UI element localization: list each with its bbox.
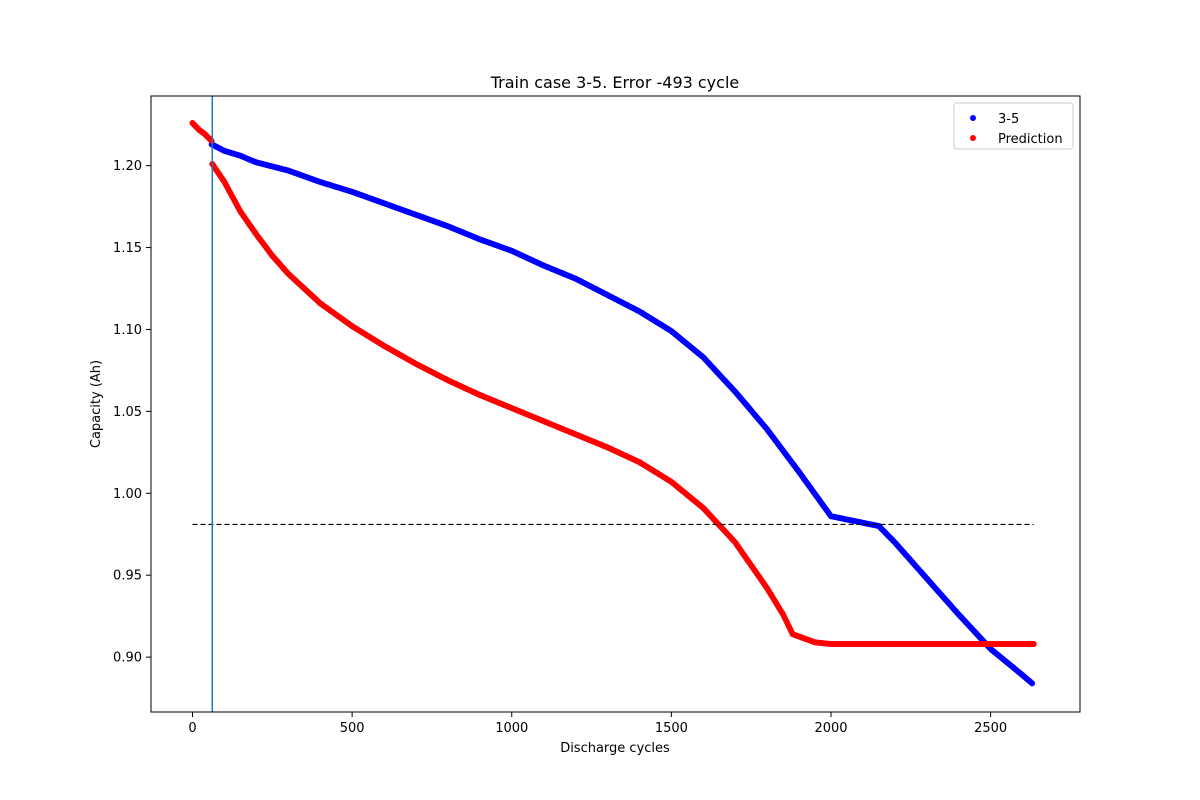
series-actual [208, 141, 1036, 687]
y-tick-label: 1.10 [113, 323, 142, 338]
plot-area: 0 500 1000 1500 2000 2500 0.90 0.95 1.00 1.05 1.10… [113, 95, 1081, 736]
series-prediction [189, 120, 1037, 648]
y-axis-label: Capacity (Ah) [89, 360, 104, 448]
y-tick-label: 1.05 [113, 405, 142, 420]
x-tick-label: 1500 [655, 721, 688, 736]
y-tick-label: 0.95 [113, 569, 142, 584]
data-layer [189, 120, 1037, 687]
data-point [1030, 641, 1037, 648]
chart-title: Train case 3-5. Error -493 cycle [490, 73, 739, 92]
legend-label: 3-5 [998, 112, 1019, 127]
y-tick-label: 1.15 [113, 241, 142, 256]
legend-box [953, 102, 1074, 150]
x-tick-label: 500 [340, 721, 365, 736]
legend-marker [970, 135, 976, 141]
y-tick-label: 1.00 [113, 487, 142, 502]
y-tick-label: 1.20 [113, 159, 142, 174]
plot-frame [150, 95, 1081, 713]
x-tick-label: 0 [188, 721, 196, 736]
x-tick-label: 1000 [495, 721, 528, 736]
x-tick-label: 2000 [814, 721, 847, 736]
legend: 3-5 Prediction [953, 102, 1074, 150]
x-axis-label: Discharge cycles [560, 741, 670, 756]
legend-label: Prediction [998, 132, 1063, 147]
y-tick-label: 0.90 [113, 651, 142, 666]
x-tick-label: 2500 [974, 721, 1007, 736]
legend-marker [970, 115, 976, 121]
data-point [1029, 680, 1036, 687]
